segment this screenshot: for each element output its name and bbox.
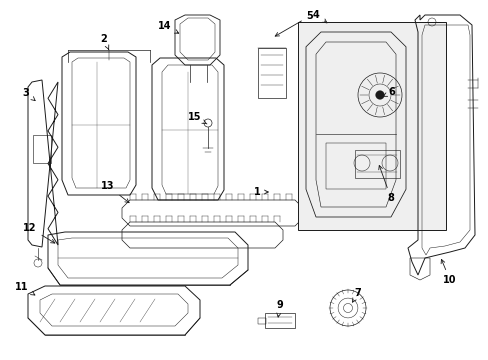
Circle shape [375,91,384,99]
Bar [297,22,445,230]
Text: 9: 9 [276,300,283,317]
Text: 12: 12 [23,223,55,243]
Bar [264,313,294,328]
Text: 11: 11 [15,282,35,295]
Bar [258,48,285,98]
Bar [258,318,265,324]
Text: 5: 5 [275,11,313,36]
Text: 6: 6 [382,87,395,97]
Text: 2: 2 [101,34,108,49]
Text: 3: 3 [22,88,35,101]
Text: 4: 4 [312,10,326,23]
Text: 8: 8 [378,166,394,203]
Bar [33,135,51,163]
Text: 7: 7 [352,288,361,302]
Text: 14: 14 [158,21,178,33]
Text: 10: 10 [440,260,456,285]
Bar [325,143,385,189]
Text: 1: 1 [253,187,268,197]
Text: 13: 13 [101,181,129,203]
Text: 15: 15 [188,112,206,124]
Bar [354,150,399,178]
